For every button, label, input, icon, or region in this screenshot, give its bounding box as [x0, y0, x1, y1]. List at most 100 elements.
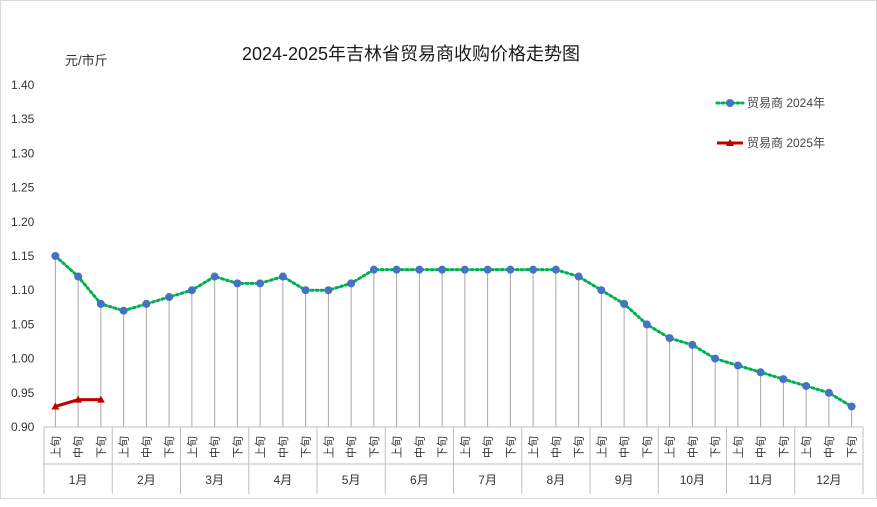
data-point	[415, 265, 424, 274]
data-point	[142, 299, 151, 308]
dekad-tick-label: 下旬	[368, 436, 381, 458]
dekad-tick-label: 下旬	[231, 436, 244, 458]
series-line	[53, 254, 854, 408]
dekad-tick-label: 下旬	[573, 436, 586, 458]
dekad-tick-label: 中旬	[482, 436, 495, 458]
x-axis-labels: 上旬 中旬 下旬 上旬 中旬 下旬 上旬 中旬 下旬 上旬 中旬 下旬 上旬 中旬 下旬 上旬 中旬 下旬 上旬 中旬…	[43, 427, 864, 494]
data-point	[324, 286, 333, 295]
data-point	[802, 381, 811, 390]
dekad-tick-label: 中旬	[755, 436, 768, 458]
dekad-tick-label: 下旬	[504, 436, 517, 458]
dekad-tick-label: 下旬	[777, 436, 790, 458]
data-point	[506, 265, 515, 274]
month-tick-label: 5月	[342, 473, 361, 487]
dekad-tick-label: 下旬	[95, 436, 108, 458]
dekad-tick-label: 中旬	[413, 436, 426, 458]
dekad-tick-label: 下旬	[709, 436, 722, 458]
data-point	[278, 272, 287, 281]
data-point	[460, 265, 469, 274]
month-tick-label: 1月	[69, 473, 88, 487]
y-tick-label: 0.90	[11, 420, 35, 434]
month-tick-label: 2月	[137, 473, 156, 487]
series-0	[51, 252, 856, 411]
y-tick-label: 1.00	[11, 352, 35, 366]
y-tick-label: 1.10	[11, 283, 35, 297]
dekad-tick-label: 中旬	[823, 436, 836, 458]
data-point	[529, 265, 538, 274]
month-tick-label: 3月	[205, 473, 224, 487]
y-tick-label: 1.05	[11, 317, 35, 331]
data-point	[74, 272, 83, 281]
y-tick-labels: 0.90 0.95 1.00 1.05 1.10 1.15 1.20 1.25 1.30 1.35…	[11, 78, 35, 434]
dekad-tick-label: 上旬	[800, 436, 813, 458]
data-point	[733, 361, 742, 370]
dekad-tick-label: 中旬	[140, 436, 153, 458]
dekad-tick-label: 下旬	[436, 436, 449, 458]
data-point	[119, 306, 128, 315]
month-tick-label: 7月	[478, 473, 497, 487]
dekad-tick-label: 上旬	[254, 436, 267, 458]
data-point	[847, 402, 856, 411]
dekad-tick-label: 上旬	[595, 436, 608, 458]
data-point	[824, 388, 833, 397]
series-1	[51, 395, 105, 410]
data-point	[51, 402, 60, 410]
dekad-tick-label: 上旬	[664, 436, 677, 458]
data-point	[74, 395, 83, 403]
data-point	[551, 265, 560, 274]
dekad-tick-label: 中旬	[618, 436, 631, 458]
legend-swatch-marker	[726, 99, 734, 107]
data-point	[597, 286, 606, 295]
month-tick-label: 12月	[816, 473, 841, 487]
data-point	[756, 368, 765, 377]
dekad-tick-label: 上旬	[459, 436, 472, 458]
drop-lines	[54, 256, 853, 427]
y-tick-label: 1.15	[11, 249, 35, 263]
dekad-tick-label: 上旬	[527, 436, 540, 458]
y-tick-label: 1.40	[11, 78, 35, 92]
y-tick-label: 1.20	[11, 215, 35, 229]
dekad-tick-label: 中旬	[72, 436, 85, 458]
dekad-tick-label: 中旬	[686, 436, 699, 458]
dekad-tick-label: 上旬	[391, 436, 404, 458]
dekad-tick-label: 下旬	[641, 436, 654, 458]
dekad-tick-label: 中旬	[550, 436, 563, 458]
dekad-tick-label: 下旬	[300, 436, 313, 458]
month-tick-label: 8月	[547, 473, 566, 487]
series-layer	[51, 252, 856, 411]
legend-item: 贸易商 2025年	[717, 135, 825, 150]
y-tick-label: 1.35	[11, 112, 35, 126]
dekad-tick-label: 上旬	[186, 436, 199, 458]
data-point	[711, 354, 720, 363]
month-tick-label: 9月	[615, 473, 634, 487]
dekad-tick-label: 下旬	[163, 436, 176, 458]
y-axis-unit-label: 元/市斤	[65, 53, 108, 68]
data-point	[210, 272, 219, 281]
month-tick-label: 4月	[274, 473, 293, 487]
data-point	[301, 286, 310, 295]
dekad-tick-label: 上旬	[49, 436, 62, 458]
data-point	[438, 265, 447, 274]
data-point	[620, 299, 629, 308]
data-point	[256, 279, 265, 288]
y-tick-label: 0.95	[11, 386, 35, 400]
dekad-tick-label: 中旬	[277, 436, 290, 458]
data-point	[165, 293, 174, 302]
legend-label: 贸易商 2025年	[747, 135, 825, 150]
data-point	[96, 299, 105, 308]
data-point	[642, 320, 651, 329]
dekad-tick-label: 上旬	[118, 436, 131, 458]
data-point	[51, 252, 60, 260]
data-point	[347, 279, 356, 288]
data-point	[574, 272, 583, 281]
month-tick-label: 11月	[748, 473, 772, 487]
data-point	[187, 286, 196, 295]
legend-item: 贸易商 2024年	[715, 95, 825, 110]
dekad-tick-label: 下旬	[846, 436, 859, 458]
dekad-tick-label: 上旬	[732, 436, 745, 458]
dekad-tick-label: 中旬	[209, 436, 222, 458]
data-point	[688, 340, 697, 349]
data-point	[483, 265, 492, 274]
data-point	[392, 265, 401, 274]
